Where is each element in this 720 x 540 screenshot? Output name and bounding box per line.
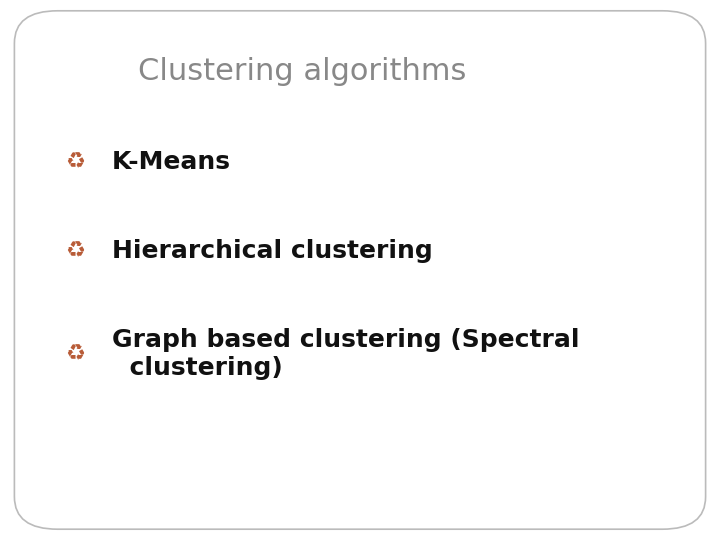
Text: K-Means: K-Means (112, 150, 230, 174)
FancyBboxPatch shape (14, 11, 706, 529)
Text: ♻: ♻ (65, 241, 85, 261)
Text: ♻: ♻ (65, 343, 85, 364)
Text: Hierarchical clustering: Hierarchical clustering (112, 239, 432, 263)
Text: Clustering algorithms: Clustering algorithms (138, 57, 467, 86)
Text: ♻: ♻ (65, 152, 85, 172)
Text: Graph based clustering (Spectral
  clustering): Graph based clustering (Spectral cluster… (112, 328, 579, 380)
